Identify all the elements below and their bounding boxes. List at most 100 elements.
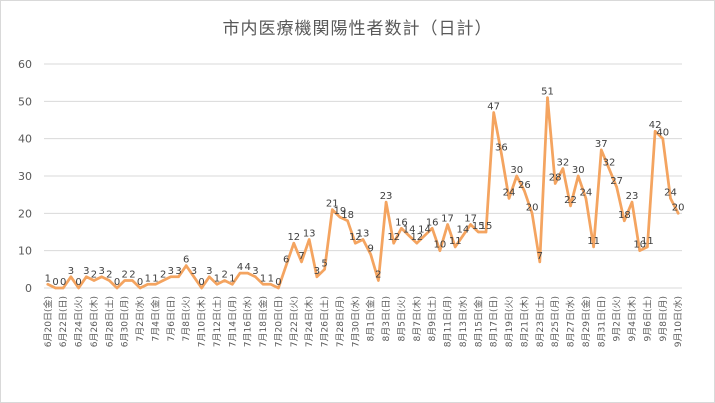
- data-label: 0: [75, 277, 81, 288]
- x-tick-label: 8月31日(日): [596, 296, 607, 347]
- data-point: [300, 260, 303, 264]
- x-tick-label: 6月20日(金): [42, 296, 54, 347]
- data-point: [600, 148, 603, 152]
- data-point: [454, 245, 457, 249]
- data-point: [661, 137, 664, 140]
- data-point: [77, 286, 80, 290]
- data-point: [108, 279, 111, 282]
- data-label: 0: [114, 277, 120, 288]
- data-label: 27: [610, 176, 623, 187]
- data-point: [85, 275, 88, 278]
- data-label: 1: [260, 273, 266, 284]
- data-point: [277, 286, 280, 290]
- data-label: 19: [334, 206, 347, 217]
- x-tick-label: 7月26日(土): [319, 296, 331, 347]
- data-label: 47: [487, 102, 500, 113]
- data-point: [623, 219, 626, 222]
- data-point: [592, 245, 595, 249]
- data-point: [131, 279, 134, 282]
- data-point: [400, 227, 403, 230]
- data-point: [115, 286, 119, 290]
- data-label: 7: [537, 251, 543, 262]
- data-label: 2: [122, 270, 128, 281]
- x-tick-label: 6月30日(月): [120, 296, 131, 347]
- x-tick-label: 8月19日(火): [504, 296, 515, 347]
- x-tick-label: 7月8日(火): [181, 296, 192, 341]
- x-tick-label: 7月6日(日): [166, 296, 177, 341]
- data-label: 16: [426, 217, 439, 228]
- data-point: [154, 283, 157, 286]
- data-label: 0: [275, 277, 281, 288]
- y-tick-label: 60: [18, 58, 32, 71]
- x-tick-label: 8月29日(金): [580, 296, 592, 347]
- data-label: 11: [587, 236, 600, 247]
- data-label: 2: [375, 270, 381, 281]
- data-point: [62, 286, 65, 290]
- data-point: [484, 230, 488, 234]
- data-point: [377, 279, 380, 282]
- data-point: [331, 208, 334, 211]
- x-tick-label: 9月10日(水): [672, 296, 684, 347]
- data-point: [415, 242, 419, 245]
- data-label: 18: [341, 210, 354, 221]
- x-tick-label: 7月10日(木): [196, 296, 208, 347]
- data-point: [138, 286, 142, 290]
- data-label: 3: [168, 266, 174, 277]
- x-tick-label: 8月5日(火): [396, 296, 407, 341]
- data-point: [46, 283, 50, 286]
- data-point: [169, 275, 173, 278]
- data-label: 7: [298, 251, 304, 262]
- data-label: 17: [464, 214, 477, 225]
- x-tick-label: 7月24日(木): [303, 296, 315, 347]
- x-tick-label: 7月12日(土): [211, 296, 223, 347]
- y-tick-label: 30: [18, 170, 32, 183]
- data-point: [438, 249, 442, 252]
- data-label: 0: [52, 277, 58, 288]
- data-label: 6: [283, 255, 289, 266]
- x-tick-label: 7月30日(水): [349, 296, 361, 347]
- data-label: 11: [641, 236, 654, 247]
- data-label: 14: [457, 225, 470, 236]
- data-label: 0: [137, 277, 143, 288]
- data-label: 1: [45, 273, 51, 284]
- x-tick-label: 9月8日(月): [658, 296, 669, 341]
- data-label: 2: [106, 270, 112, 281]
- data-point: [177, 275, 180, 278]
- x-tick-label: 7月18日(金): [257, 296, 269, 347]
- data-point: [354, 242, 357, 245]
- x-tick-label: 8月7日(木): [411, 296, 423, 341]
- y-tick-label: 50: [18, 95, 32, 108]
- data-label: 3: [83, 266, 89, 277]
- x-tick-label: 7月14日(月): [227, 296, 238, 347]
- x-tick-label: 9月4日(木): [626, 296, 638, 341]
- data-point: [530, 212, 534, 215]
- data-label: 1: [214, 273, 220, 284]
- data-label: 2: [221, 270, 227, 281]
- x-tick-label: 7月2日(水): [134, 296, 146, 341]
- data-label: 21: [326, 199, 339, 210]
- data-label: 3: [314, 266, 320, 277]
- data-point: [646, 245, 649, 249]
- data-label: 1: [145, 273, 151, 284]
- x-tick-label: 7月4日(金): [149, 296, 161, 341]
- data-point: [254, 275, 257, 278]
- data-label: 23: [380, 191, 393, 202]
- x-tick-label: 8月23日(土): [534, 296, 546, 347]
- x-tick-label: 9月6日(土): [641, 296, 653, 341]
- x-tick-label: 8月9日(土): [426, 296, 438, 341]
- data-label: 1: [152, 273, 158, 284]
- data-label: 3: [68, 266, 74, 277]
- data-label: 26: [518, 180, 531, 191]
- data-point: [284, 264, 288, 267]
- data-point: [361, 238, 365, 241]
- data-point: [653, 130, 657, 133]
- data-point: [407, 234, 411, 237]
- data-point: [246, 271, 249, 275]
- data-point: [469, 223, 472, 226]
- x-tick-label: 8月3日(日): [381, 296, 392, 341]
- data-point: [92, 279, 96, 282]
- data-label: 20: [526, 202, 539, 213]
- data-point: [315, 275, 319, 278]
- chart-title: 市内医療機関陽性者数計（日計）: [222, 19, 493, 39]
- data-label: 51: [541, 87, 554, 98]
